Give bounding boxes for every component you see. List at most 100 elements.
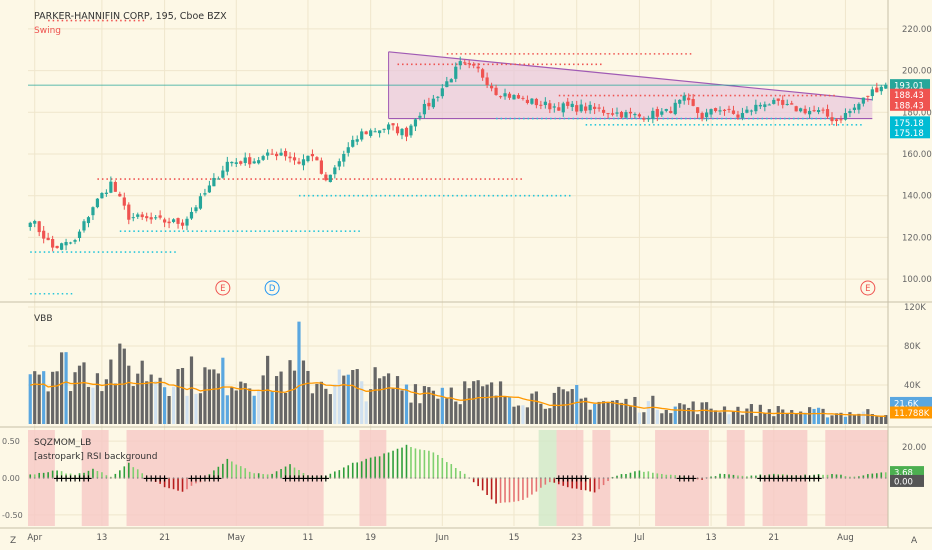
candle-body[interactable]	[77, 231, 82, 239]
volume-bar[interactable]	[198, 393, 203, 424]
candle-body[interactable]	[593, 106, 597, 109]
volume-bar[interactable]	[122, 348, 126, 424]
candle-body[interactable]	[234, 162, 238, 164]
candle-body[interactable]	[261, 156, 265, 160]
volume-bar[interactable]	[530, 393, 534, 424]
candle-body[interactable]	[503, 93, 507, 97]
volume-bar[interactable]	[875, 416, 879, 424]
candle-body[interactable]	[37, 221, 41, 233]
candle-body[interactable]	[525, 99, 530, 103]
volume-bar[interactable]	[709, 408, 713, 424]
candle-body[interactable]	[373, 131, 377, 133]
volume-bar[interactable]	[575, 385, 579, 424]
volume-bar[interactable]	[763, 413, 767, 424]
volume-bar[interactable]	[472, 381, 476, 424]
volume-bar[interactable]	[713, 410, 718, 424]
candle-body[interactable]	[413, 119, 418, 127]
candle-body[interactable]	[534, 98, 538, 106]
candle-body[interactable]	[46, 237, 50, 241]
volume-bar[interactable]	[521, 405, 525, 424]
candle-body[interactable]	[467, 63, 471, 65]
candle-body[interactable]	[288, 156, 292, 159]
volume-bar[interactable]	[252, 395, 256, 424]
volume-bar[interactable]	[794, 413, 798, 424]
volume-bar[interactable]	[731, 411, 736, 424]
candle-body[interactable]	[95, 198, 100, 208]
volume-bar[interactable]	[113, 383, 117, 424]
candle-body[interactable]	[140, 214, 144, 218]
volume-bar[interactable]	[324, 388, 328, 424]
candle-body[interactable]	[351, 139, 355, 147]
volume-bar[interactable]	[127, 365, 131, 424]
volume-bar[interactable]	[597, 401, 601, 424]
candle-body[interactable]	[754, 104, 758, 112]
volume-bar[interactable]	[333, 384, 337, 424]
volume-bar[interactable]	[409, 402, 413, 424]
candle-body[interactable]	[203, 193, 207, 195]
candle-body[interactable]	[834, 119, 839, 122]
volume-bar[interactable]	[588, 409, 592, 424]
volume-bar[interactable]	[440, 387, 444, 424]
volume-bar[interactable]	[73, 372, 77, 424]
volume-bar[interactable]	[579, 398, 583, 424]
candle-body[interactable]	[530, 98, 534, 104]
candle-body[interactable]	[198, 196, 203, 209]
candle-body[interactable]	[816, 110, 821, 113]
volume-bar[interactable]	[373, 367, 377, 424]
candle-body[interactable]	[386, 124, 391, 130]
candle-body[interactable]	[310, 153, 315, 157]
candle-body[interactable]	[745, 109, 749, 113]
candle-body[interactable]	[512, 94, 516, 100]
volume-bar[interactable]	[749, 404, 753, 424]
volume-bar[interactable]	[337, 369, 341, 424]
candle-body[interactable]	[86, 217, 91, 224]
volume-bar[interactable]	[212, 369, 216, 424]
candle-body[interactable]	[825, 109, 830, 117]
volume-bar[interactable]	[369, 389, 373, 424]
candle-body[interactable]	[158, 215, 162, 218]
candle-body[interactable]	[601, 109, 606, 113]
volume-bar[interactable]	[691, 401, 695, 424]
candle-body[interactable]	[696, 107, 700, 113]
volume-bar[interactable]	[704, 402, 709, 424]
candle-body[interactable]	[279, 152, 283, 156]
candle-body[interactable]	[328, 174, 332, 183]
volume-bar[interactable]	[628, 406, 633, 424]
candle-body[interactable]	[315, 157, 319, 161]
volume-bar[interactable]	[718, 412, 722, 424]
candle-body[interactable]	[619, 111, 624, 118]
candle-body[interactable]	[418, 115, 422, 118]
candle-body[interactable]	[516, 95, 521, 99]
volume-bar[interactable]	[772, 416, 776, 424]
candle-body[interactable]	[274, 153, 279, 157]
candle-body[interactable]	[610, 113, 615, 115]
candle-body[interactable]	[579, 104, 583, 112]
volume-bar[interactable]	[758, 404, 762, 424]
volume-bar[interactable]	[584, 397, 588, 424]
candle-body[interactable]	[651, 110, 655, 119]
event-marker-label[interactable]: E	[220, 284, 225, 294]
candle-body[interactable]	[566, 101, 570, 106]
volume-bar[interactable]	[512, 406, 516, 424]
candle-body[interactable]	[68, 242, 73, 244]
candle-body[interactable]	[843, 113, 848, 120]
volume-bar[interactable]	[601, 401, 606, 424]
volume-bar[interactable]	[445, 398, 449, 424]
candle-body[interactable]	[266, 152, 270, 156]
volume-bar[interactable]	[319, 381, 323, 424]
volume-bar[interactable]	[167, 396, 171, 424]
candle-body[interactable]	[221, 170, 225, 178]
candle-body[interactable]	[440, 88, 444, 97]
candle-body[interactable]	[521, 97, 525, 99]
volume-bar[interactable]	[382, 376, 386, 424]
volume-bar[interactable]	[485, 384, 489, 424]
candle-body[interactable]	[570, 103, 574, 108]
candle-body[interactable]	[785, 103, 789, 105]
volume-bar[interactable]	[149, 374, 153, 424]
candle-body[interactable]	[552, 106, 556, 108]
candle-body[interactable]	[664, 109, 668, 111]
candle-body[interactable]	[848, 111, 852, 114]
candle-body[interactable]	[561, 103, 565, 113]
volume-bar[interactable]	[552, 392, 556, 424]
